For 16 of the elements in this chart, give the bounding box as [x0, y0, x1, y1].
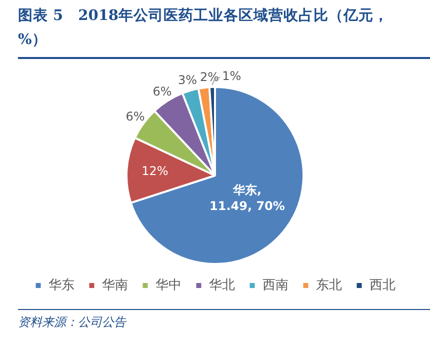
chart-title: 图表 5 2018年公司医药工业各区域营收占比（亿元，%）	[18, 6, 390, 50]
legend-label: 华中	[155, 278, 182, 293]
legend-label: 华北	[208, 278, 235, 293]
legend-label: 西南	[262, 278, 288, 293]
data-label: 12%	[142, 164, 168, 178]
legend-label: 华东	[48, 278, 74, 293]
data-label: 华东, 11.49, 70%	[210, 183, 285, 214]
data-label: 2%	[200, 70, 220, 84]
data-label: 1%	[222, 69, 242, 84]
data-label: 3%	[178, 73, 198, 88]
data-label: 6%	[152, 84, 172, 98]
data-label: 6%	[126, 110, 145, 124]
legend-label: 西北	[369, 278, 396, 293]
text: 资料来源：公司公告	[18, 314, 126, 331]
legend-label: 东北	[316, 278, 342, 293]
legend-label: 华南	[102, 278, 128, 293]
